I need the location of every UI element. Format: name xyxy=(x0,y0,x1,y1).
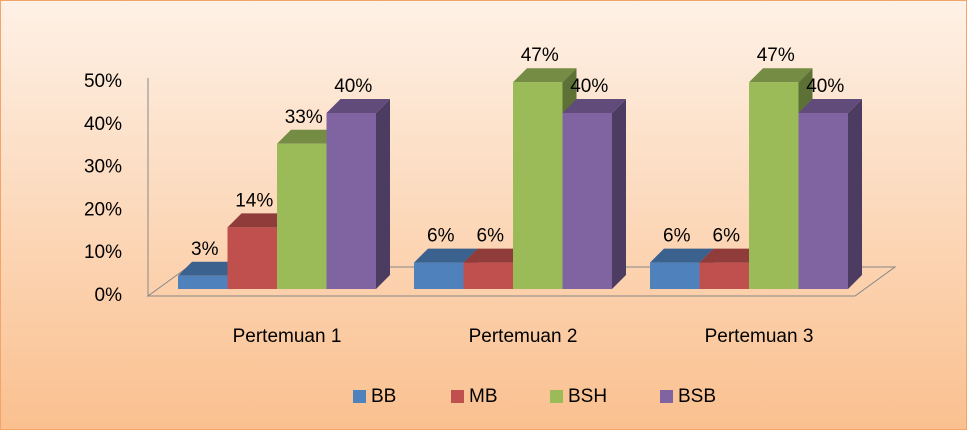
bar xyxy=(562,113,612,289)
bar xyxy=(277,143,327,289)
bar xyxy=(227,227,277,289)
value-label: 6% xyxy=(663,226,691,247)
bar xyxy=(178,275,228,289)
bar-top xyxy=(650,248,714,263)
bar xyxy=(463,262,513,289)
legend-swatch xyxy=(353,390,366,403)
bar-top xyxy=(749,68,813,83)
bar-top xyxy=(562,99,626,113)
bar-side xyxy=(612,99,626,289)
y-tick-label: 50% xyxy=(84,71,122,92)
value-label: 40% xyxy=(334,76,372,97)
x-tick-label: Pertemuan 1 xyxy=(233,326,342,347)
x-tick-label: Pertemuan 2 xyxy=(469,326,578,347)
legend-label: BSB xyxy=(678,386,716,407)
y-tick-label: 40% xyxy=(84,114,122,135)
value-label: 6% xyxy=(713,226,741,247)
bar-top xyxy=(414,248,478,263)
value-label: 3% xyxy=(191,239,219,260)
y-tick-label: 30% xyxy=(84,157,122,178)
y-tick-label: 0% xyxy=(95,285,123,306)
value-label: 47% xyxy=(521,45,559,66)
value-label: 40% xyxy=(806,76,844,97)
legend-swatch xyxy=(451,390,464,403)
value-label: 40% xyxy=(570,76,608,97)
bar xyxy=(513,82,563,289)
bar xyxy=(749,82,799,289)
bar xyxy=(414,262,464,289)
value-label: 47% xyxy=(757,45,795,66)
bar-top xyxy=(326,99,390,113)
value-label: 33% xyxy=(285,107,323,128)
legend-swatch xyxy=(550,390,563,403)
bar xyxy=(326,113,376,289)
legend-swatch xyxy=(660,390,673,403)
value-label: 6% xyxy=(477,226,505,247)
y-tick-label: 10% xyxy=(84,242,122,263)
bar xyxy=(798,113,848,289)
bar-top xyxy=(463,248,527,263)
bar-top xyxy=(513,68,577,83)
bar-top xyxy=(798,99,862,113)
bar-side xyxy=(376,99,390,289)
legend-label: BB xyxy=(371,386,396,407)
bar xyxy=(650,262,700,289)
plot-frame xyxy=(146,78,897,297)
legend-label: BSH xyxy=(568,386,607,407)
y-tick-label: 20% xyxy=(84,199,122,220)
bar-side xyxy=(848,99,862,289)
value-label: 6% xyxy=(427,226,455,247)
bar-top xyxy=(277,129,341,144)
value-label: 14% xyxy=(235,190,273,211)
bar xyxy=(699,262,749,289)
bar-top xyxy=(227,213,291,228)
bar-top xyxy=(178,261,242,276)
legend-label: MB xyxy=(469,386,498,407)
x-tick-label: Pertemuan 3 xyxy=(705,326,814,347)
bar-top xyxy=(699,248,763,263)
